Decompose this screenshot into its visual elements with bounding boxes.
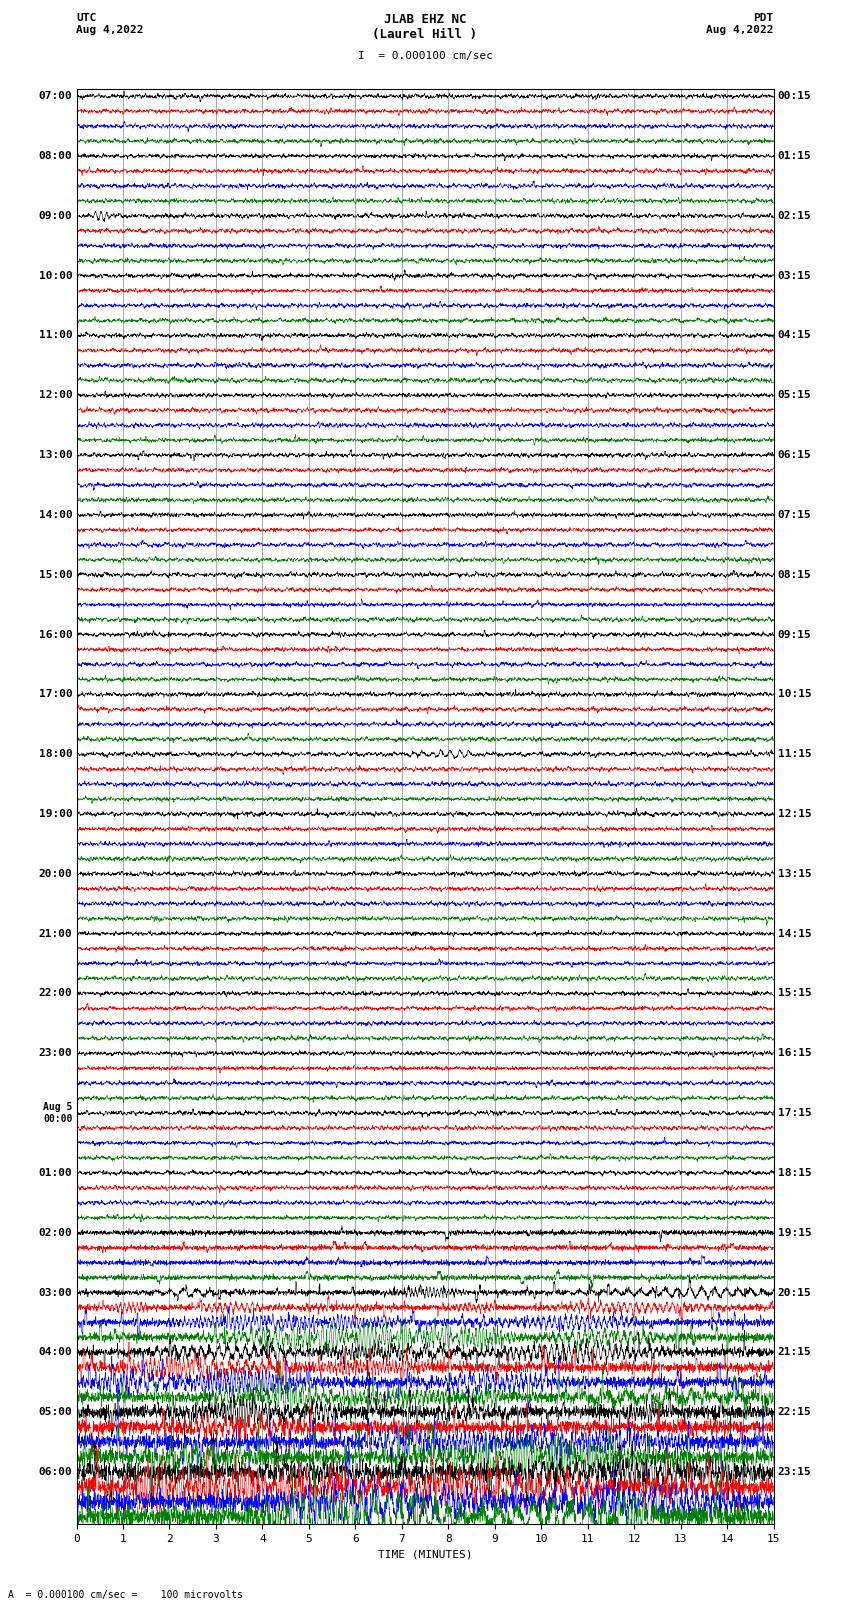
Text: 18:15: 18:15 — [778, 1168, 812, 1177]
Text: 16:15: 16:15 — [778, 1048, 812, 1058]
Text: 16:00: 16:00 — [38, 629, 72, 639]
Text: PDT
Aug 4,2022: PDT Aug 4,2022 — [706, 13, 774, 35]
Text: 04:15: 04:15 — [778, 331, 812, 340]
Text: 22:15: 22:15 — [778, 1407, 812, 1418]
Text: 10:00: 10:00 — [38, 271, 72, 281]
Text: A  = 0.000100 cm/sec =    100 microvolts: A = 0.000100 cm/sec = 100 microvolts — [8, 1590, 243, 1600]
Text: UTC
Aug 4,2022: UTC Aug 4,2022 — [76, 13, 144, 35]
Text: 05:00: 05:00 — [38, 1407, 72, 1418]
Text: 13:15: 13:15 — [778, 869, 812, 879]
Text: 22:00: 22:00 — [38, 989, 72, 998]
Text: 06:00: 06:00 — [38, 1466, 72, 1478]
Text: 23:15: 23:15 — [778, 1466, 812, 1478]
Text: Aug 5
00:00: Aug 5 00:00 — [42, 1102, 72, 1124]
Text: 07:00: 07:00 — [38, 92, 72, 102]
Text: 07:15: 07:15 — [778, 510, 812, 519]
Text: 19:15: 19:15 — [778, 1227, 812, 1237]
Text: 06:15: 06:15 — [778, 450, 812, 460]
Text: 11:00: 11:00 — [38, 331, 72, 340]
Text: 17:00: 17:00 — [38, 689, 72, 700]
Text: 03:00: 03:00 — [38, 1287, 72, 1297]
Text: 21:00: 21:00 — [38, 929, 72, 939]
Text: 12:15: 12:15 — [778, 810, 812, 819]
Text: 01:00: 01:00 — [38, 1168, 72, 1177]
Text: 04:00: 04:00 — [38, 1347, 72, 1357]
Text: 09:15: 09:15 — [778, 629, 812, 639]
Text: 09:00: 09:00 — [38, 211, 72, 221]
Text: 17:15: 17:15 — [778, 1108, 812, 1118]
Text: JLAB EHZ NC
(Laurel Hill ): JLAB EHZ NC (Laurel Hill ) — [372, 13, 478, 42]
Text: 21:15: 21:15 — [778, 1347, 812, 1357]
Text: 05:15: 05:15 — [778, 390, 812, 400]
Text: 19:00: 19:00 — [38, 810, 72, 819]
Text: 23:00: 23:00 — [38, 1048, 72, 1058]
Text: 10:15: 10:15 — [778, 689, 812, 700]
Text: 13:00: 13:00 — [38, 450, 72, 460]
Text: 12:00: 12:00 — [38, 390, 72, 400]
Text: 18:00: 18:00 — [38, 748, 72, 760]
Text: 20:00: 20:00 — [38, 869, 72, 879]
Text: 01:15: 01:15 — [778, 152, 812, 161]
Text: 08:00: 08:00 — [38, 152, 72, 161]
Text: 02:15: 02:15 — [778, 211, 812, 221]
Text: 03:15: 03:15 — [778, 271, 812, 281]
Text: 14:15: 14:15 — [778, 929, 812, 939]
Text: 15:00: 15:00 — [38, 569, 72, 579]
X-axis label: TIME (MINUTES): TIME (MINUTES) — [377, 1550, 473, 1560]
Text: 02:00: 02:00 — [38, 1227, 72, 1237]
Text: 15:15: 15:15 — [778, 989, 812, 998]
Text: 11:15: 11:15 — [778, 748, 812, 760]
Text: 14:00: 14:00 — [38, 510, 72, 519]
Text: 08:15: 08:15 — [778, 569, 812, 579]
Text: I  = 0.000100 cm/sec: I = 0.000100 cm/sec — [358, 52, 492, 61]
Text: 00:15: 00:15 — [778, 92, 812, 102]
Text: 20:15: 20:15 — [778, 1287, 812, 1297]
